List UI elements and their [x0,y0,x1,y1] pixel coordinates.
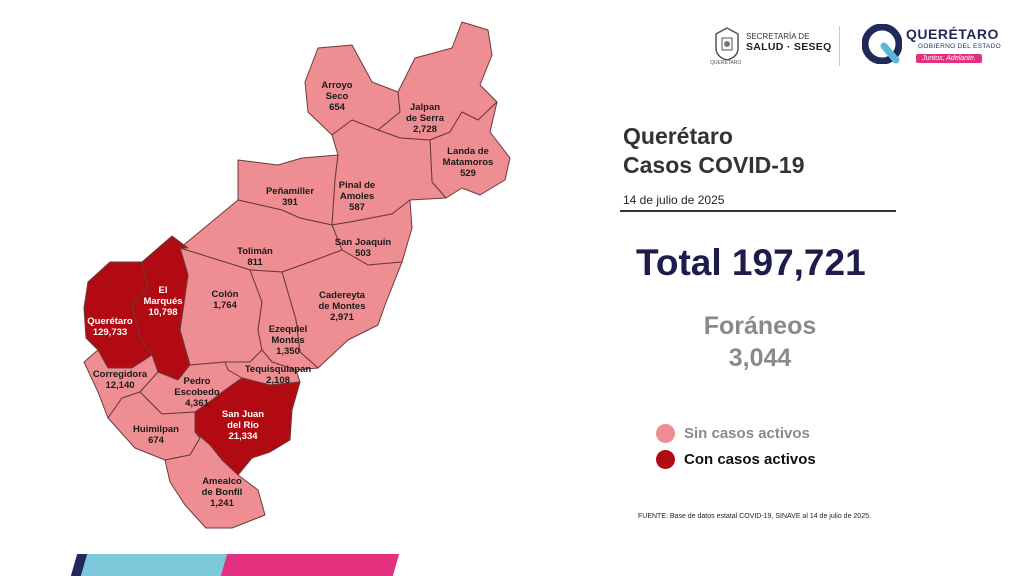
map-label-san-juan-name: San Juan [221,409,265,420]
map-label-arroyo-seco-name: Seco [325,91,349,102]
legend-inactive-swatch [656,424,675,443]
seseq-line2: SALUD · SESEQ [746,41,832,53]
map-label-penamiller: Peñamiller 391 [266,186,314,208]
region-pinal[interactable] [331,119,447,226]
map-label-huimilpan-name: Huimilpan [133,424,179,435]
map-label-pedro-escobedo-name: Pedro [183,376,211,387]
map-label-jalpan-cases: 2,728 [413,124,437,135]
map-label-amealco-name: Amealco [202,476,242,487]
map-label-arroyo-seco: Arroyo Seco 654 [321,80,352,113]
map-label-el-marques-name: El [158,285,168,296]
map-label-cadereyta-cases: 2,971 [330,312,354,323]
map-label-amealco-name: de Bonfil [201,487,243,498]
map-label-landa: Landa de Matamoros 529 [443,146,494,179]
region-amealco[interactable] [164,431,266,529]
map-label-pinal: Pinal de Amoles 587 [339,180,375,213]
map-label-pedro-escobedo-name: Escobedo [174,387,220,398]
qro-logo-name: QUERÉTARO [906,26,999,42]
seseq-caption: QUERÉTARO [710,60,742,66]
map-label-jalpan: Jalpan de Serra 2,728 [406,102,444,135]
foraneos-block: Foráneos 3,044 [690,310,830,374]
map-label-cadereyta: Cadereyta de Montes 2,971 [319,290,366,323]
map-label-corregidora-name: Corregidora [92,369,148,380]
legend-active-swatch [656,450,675,469]
map-label-penamiller-name: Peñamiller [265,186,315,197]
map-label-san-juan-name: del Río [227,420,259,431]
foraneos-label: Foráneos [703,312,817,340]
map-label-el-marques-name: Marqués [143,296,183,307]
map-label-amealco-cases: 1,241 [210,498,234,509]
page-title: Querétaro Casos COVID-19 [623,122,805,180]
map-label-colon-name: Colón [211,289,239,300]
map-label-colon-cases: 1,764 [213,300,237,311]
logo-divider [839,26,840,66]
map-label-landa-name: Matamoros [442,157,494,168]
seseq-line1: SECRETARÍA DE [746,32,810,41]
map-label-tequisquiapan: Tequisquiapan 2,108 [245,364,311,386]
queretaro-state-map [83,21,511,529]
map-label-san-joaquin-name: San Joaquín [334,237,392,248]
map-label-toliman-name: Tolimán [237,246,273,257]
map-label-tequisquiapan-cases: 2,108 [266,375,290,386]
map-label-pinal-name: Amoles [339,191,375,202]
map-label-colon: Colón 1,764 [212,289,239,311]
map-label-landa-name: Landa de [447,146,489,157]
legend-inactive-label: Sin casos activos [684,425,810,442]
report-date: 14 de julio de 2025 [623,193,725,207]
map-label-queretaro-cases: 129,733 [92,327,128,338]
map-label-huimilpan-cases: 674 [148,435,164,446]
map-label-toliman: Tolimán 811 [237,246,273,268]
map-label-queretaro: Querétaro 129,733 [87,316,132,338]
map-label-arroyo-seco-name: Arroyo [321,80,353,91]
map-label-san-juan: San Juan del Río 21,334 [222,409,264,442]
data-source-note: FUENTE: Base de datos estatal COVID-19, … [638,513,871,520]
map-label-el-marques: El Marqués 10,798 [143,285,182,318]
map-label-pedro-escobedo: Pedro Escobedo 4,361 [174,376,219,409]
map-label-landa-cases: 529 [460,168,476,179]
seseq-seal-icon [715,27,739,61]
map-label-corregidora-cases: 12,140 [105,380,135,391]
qro-logo-subtitle: GOBIERNO DEL ESTADO [918,43,1001,50]
bottom-bar-cyan [80,554,238,576]
map-label-jalpan-name: de Serra [405,113,445,124]
foraneos-value: 3,044 [728,344,792,372]
queretaro-q-logo-icon [862,24,902,64]
title-line2: Casos COVID-19 [623,152,805,178]
map-label-corregidora: Corregidora 12,140 [93,369,147,391]
map-label-pinal-cases: 587 [349,202,365,213]
map-label-queretaro-name: Querétaro [87,316,133,327]
map-label-jalpan-name: Jalpan [409,102,441,113]
map-label-amealco: Amealco de Bonfil 1,241 [202,476,243,509]
map-label-el-marques-cases: 10,798 [148,307,178,318]
map-label-ezequiel-name: Montes [271,335,305,346]
map-label-cadereyta-name: Cadereyta [319,290,365,301]
map-label-san-joaquin-cases: 503 [355,248,371,259]
map-label-ezequiel-cases: 1,350 [276,346,300,357]
map-label-cadereyta-name: de Montes [318,301,366,312]
seseq-logo-text: SECRETARÍA DE SALUD · SESEQ [746,32,832,53]
bottom-bar-pink [220,554,400,576]
date-underline [620,210,896,212]
map-label-ezequiel: Ezequiel Montes 1,350 [269,324,308,357]
map-label-penamiller-cases: 391 [282,197,298,208]
qro-logo-slogan: Juntos, Adelante. [916,54,982,63]
map-label-arroyo-seco-cases: 654 [329,102,345,113]
map-label-pinal-name: Pinal de [338,180,376,191]
map-label-ezequiel-name: Ezequiel [268,324,308,335]
map-label-san-joaquin: San Joaquín 503 [335,237,391,259]
title-line1: Querétaro [623,123,733,149]
total-cases: Total 197,721 [636,242,866,283]
legend-active-label: Con casos activos [684,451,816,468]
map-label-san-juan-cases: 21,334 [228,431,258,442]
map-label-pedro-escobedo-cases: 4,361 [185,398,209,409]
map-label-toliman-cases: 811 [247,257,263,268]
map-label-tequisquiapan-name: Tequisquiapan [244,364,312,375]
map-label-huimilpan: Huimilpan 674 [133,424,179,446]
region-cadereyta[interactable] [281,249,403,369]
